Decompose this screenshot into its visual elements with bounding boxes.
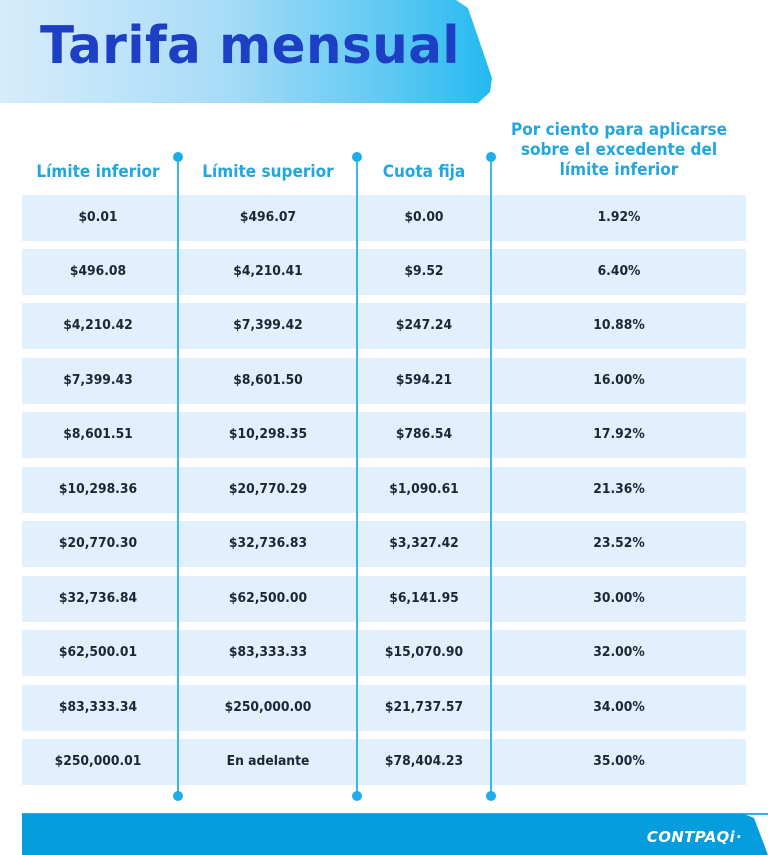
table-row: $62,500.01 $83,333.33 $15,070.90 32.00% [22,630,746,676]
table-row: $250,000.01 En adelante $78,404.23 35.00… [22,739,746,785]
cell-porcentaje: 35.00% [593,754,645,769]
cell-porcentaje: 17.92% [593,427,645,442]
divider-dot-icon [486,152,496,162]
table-header: Límite inferior Límite superior Cuota fi… [0,110,768,190]
cell-limite-inferior: $7,399.43 [63,373,133,388]
cell-limite-superior: $32,736.83 [228,536,308,551]
cell-porcentaje: 32.00% [593,645,645,660]
cell-cuota-fija: $15,070.90 [384,645,464,660]
cell-porcentaje: 6.40% [597,264,641,279]
table-row: $496.08 $4,210.41 $9.52 6.40% [22,249,746,295]
title-banner [0,0,492,103]
cell-limite-inferior: $8,601.51 [63,427,133,442]
brand-logo: CONTPAQi· [647,828,742,846]
cell-cuota-fija: $78,404.23 [384,754,464,769]
column-header-cuota-fija: Cuota fija [382,162,466,182]
cell-limite-inferior: $62,500.01 [58,645,138,660]
divider-dot-icon [486,791,496,801]
cell-limite-inferior: $10,298.36 [58,482,138,497]
table-row: $8,601.51 $10,298.35 $786.54 17.92% [22,412,746,458]
cell-porcentaje: 23.52% [593,536,645,551]
table-row: $32,736.84 $62,500.00 $6,141.95 30.00% [22,576,746,622]
cell-limite-superior: $250,000.00 [224,700,312,715]
cell-limite-superior: $8,601.50 [233,373,303,388]
divider-dot-icon [173,152,183,162]
cell-cuota-fija: $247.24 [395,318,453,333]
cell-limite-superior: $83,333.33 [228,645,308,660]
cell-cuota-fija: $594.21 [395,373,453,388]
cell-limite-superior: $4,210.41 [233,264,303,279]
cell-cuota-fija: $9.52 [404,264,444,279]
cell-limite-superior: $20,770.29 [228,482,308,497]
column-divider [490,158,492,796]
cell-limite-superior: $10,298.35 [228,427,308,442]
cell-limite-inferior: $0.01 [78,210,118,225]
cell-porcentaje: 16.00% [593,373,645,388]
cell-porcentaje: 1.92% [597,210,641,225]
cell-cuota-fija: $6,141.95 [389,591,459,606]
cell-porcentaje: 34.00% [593,700,645,715]
table-row: $0.01 $496.07 $0.00 1.92% [22,195,746,241]
column-divider [356,158,358,796]
cell-cuota-fija: $1,090.61 [389,482,459,497]
table-row: $10,298.36 $20,770.29 $1,090.61 21.36% [22,467,746,513]
column-divider [177,158,179,796]
cell-limite-inferior: $32,736.84 [58,591,138,606]
column-header-limite-inferior: Límite inferior [36,162,160,182]
cell-limite-inferior: $4,210.42 [63,318,133,333]
column-header-por-ciento: Por ciento para aplicarse sobre el exced… [511,120,727,180]
cell-porcentaje: 10.88% [593,318,645,333]
cell-limite-superior: $62,500.00 [228,591,308,606]
cell-porcentaje: 21.36% [593,482,645,497]
cell-limite-superior: $7,399.42 [233,318,303,333]
cell-limite-inferior: $250,000.01 [54,754,142,769]
divider-dot-icon [173,791,183,801]
page-title: Tarifa mensual [40,16,460,76]
cell-cuota-fija: $21,737.57 [384,700,464,715]
divider-dot-icon [352,152,362,162]
table-row: $20,770.30 $32,736.83 $3,327.42 23.52% [22,521,746,567]
cell-cuota-fija: $3,327.42 [389,536,459,551]
cell-cuota-fija: $0.00 [404,210,444,225]
table-row: $7,399.43 $8,601.50 $594.21 16.00% [22,358,746,404]
cell-limite-inferior: $20,770.30 [58,536,138,551]
divider-dot-icon [352,791,362,801]
table-row: $4,210.42 $7,399.42 $247.24 10.88% [22,303,746,349]
column-header-limite-superior: Límite superior [202,162,334,182]
cell-limite-inferior: $83,333.34 [58,700,138,715]
table-row: $83,333.34 $250,000.00 $21,737.57 34.00% [22,685,746,731]
brand-mark-icon: · [736,828,742,846]
cell-limite-superior: $496.07 [239,210,297,225]
cell-cuota-fija: $786.54 [395,427,453,442]
cell-limite-inferior: $496.08 [69,264,127,279]
cell-porcentaje: 30.00% [593,591,645,606]
brand-name: CONTPAQi [646,828,735,846]
cell-limite-superior: En adelante [226,754,310,769]
footer-bar [22,814,768,855]
